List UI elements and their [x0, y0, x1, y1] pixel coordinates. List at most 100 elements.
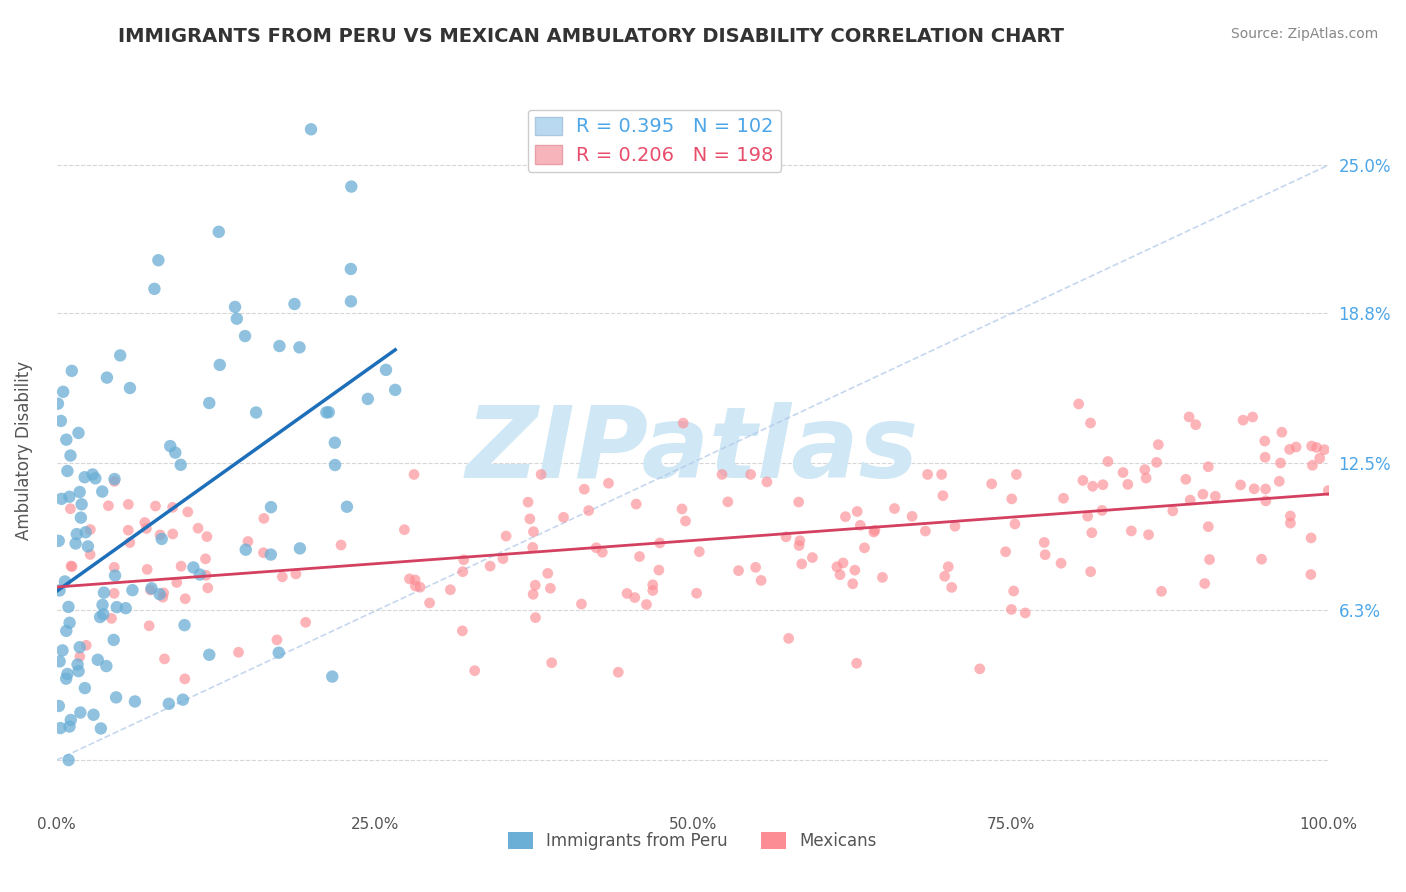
Point: [727, 564, 749, 578]
Point: [100, 611, 122, 625]
Point: [1161, 504, 1184, 518]
Point: [626, 497, 648, 511]
Point: [862, 524, 884, 539]
Point: [58, 753, 80, 767]
Point: [1077, 509, 1099, 524]
Point: [1081, 525, 1104, 540]
Point: [260, 500, 283, 515]
Point: [288, 541, 311, 556]
Point: [340, 294, 363, 309]
Point: [1184, 417, 1206, 432]
Point: [711, 467, 734, 482]
Point: [51, 491, 73, 506]
Point: [73, 681, 96, 695]
Point: [136, 562, 159, 576]
Point: [315, 405, 337, 419]
Point: [1279, 516, 1302, 530]
Point: [1002, 584, 1025, 599]
Point: [571, 597, 593, 611]
Point: [1004, 516, 1026, 531]
Point: [294, 615, 316, 630]
Point: [56, 464, 79, 478]
Point: [755, 475, 778, 489]
Point: [271, 570, 294, 584]
Point: [183, 560, 205, 574]
Point: [1271, 425, 1294, 440]
Point: [522, 541, 544, 555]
Point: [67, 664, 90, 678]
Point: [49, 721, 72, 735]
Point: [1146, 455, 1168, 469]
Point: [58, 490, 80, 504]
Point: [778, 632, 800, 646]
Point: [118, 381, 141, 395]
Point: [384, 383, 406, 397]
Point: [162, 527, 184, 541]
Point: [170, 458, 193, 472]
Point: [69, 706, 91, 720]
Point: [832, 556, 855, 570]
Point: [636, 598, 658, 612]
Point: [1232, 413, 1254, 427]
Point: [103, 560, 125, 574]
Point: [834, 509, 856, 524]
Point: [69, 649, 91, 664]
Point: [55, 624, 77, 638]
Point: [134, 516, 156, 530]
Point: [845, 657, 868, 671]
Point: [138, 619, 160, 633]
Point: [932, 489, 955, 503]
Point: [166, 575, 188, 590]
Point: [519, 512, 541, 526]
Point: [165, 445, 187, 459]
Point: [195, 530, 218, 544]
Point: [538, 582, 561, 596]
Point: [194, 552, 217, 566]
Point: [451, 565, 474, 579]
Point: [404, 573, 426, 587]
Point: [404, 579, 426, 593]
Point: [1050, 556, 1073, 570]
Point: [162, 500, 184, 515]
Point: [58, 599, 80, 614]
Point: [936, 559, 959, 574]
Point: [1091, 503, 1114, 517]
Point: [145, 499, 167, 513]
Point: [58, 720, 80, 734]
Point: [917, 467, 939, 482]
Point: [51, 643, 73, 657]
Point: [1033, 535, 1056, 549]
Point: [93, 585, 115, 599]
Point: [77, 540, 100, 554]
Point: [224, 300, 246, 314]
Point: [48, 583, 70, 598]
Point: [1080, 565, 1102, 579]
Point: [1299, 567, 1322, 582]
Point: [174, 591, 197, 606]
Point: [89, 610, 111, 624]
Point: [553, 510, 575, 524]
Point: [1305, 441, 1327, 455]
Point: [357, 392, 380, 406]
Point: [235, 542, 257, 557]
Point: [118, 535, 141, 549]
Point: [59, 713, 82, 727]
Point: [48, 698, 70, 713]
Point: [853, 541, 876, 555]
Point: [53, 574, 76, 589]
Legend: R = 0.395   N = 102, R = 0.206   N = 198: R = 0.395 N = 102, R = 0.206 N = 198: [527, 110, 782, 172]
Point: [149, 528, 172, 542]
Point: [574, 482, 596, 496]
Point: [1197, 519, 1219, 533]
Point: [1278, 442, 1301, 457]
Point: [84, 471, 107, 485]
Point: [787, 495, 810, 509]
Point: [173, 672, 195, 686]
Point: [73, 470, 96, 484]
Point: [91, 607, 114, 622]
Point: [117, 497, 139, 511]
Text: IMMIGRANTS FROM PERU VS MEXICAN AMBULATORY DISABILITY CORRELATION CHART: IMMIGRANTS FROM PERU VS MEXICAN AMBULATO…: [118, 27, 1063, 45]
Point: [540, 656, 562, 670]
Point: [103, 475, 125, 489]
Point: [1014, 606, 1036, 620]
